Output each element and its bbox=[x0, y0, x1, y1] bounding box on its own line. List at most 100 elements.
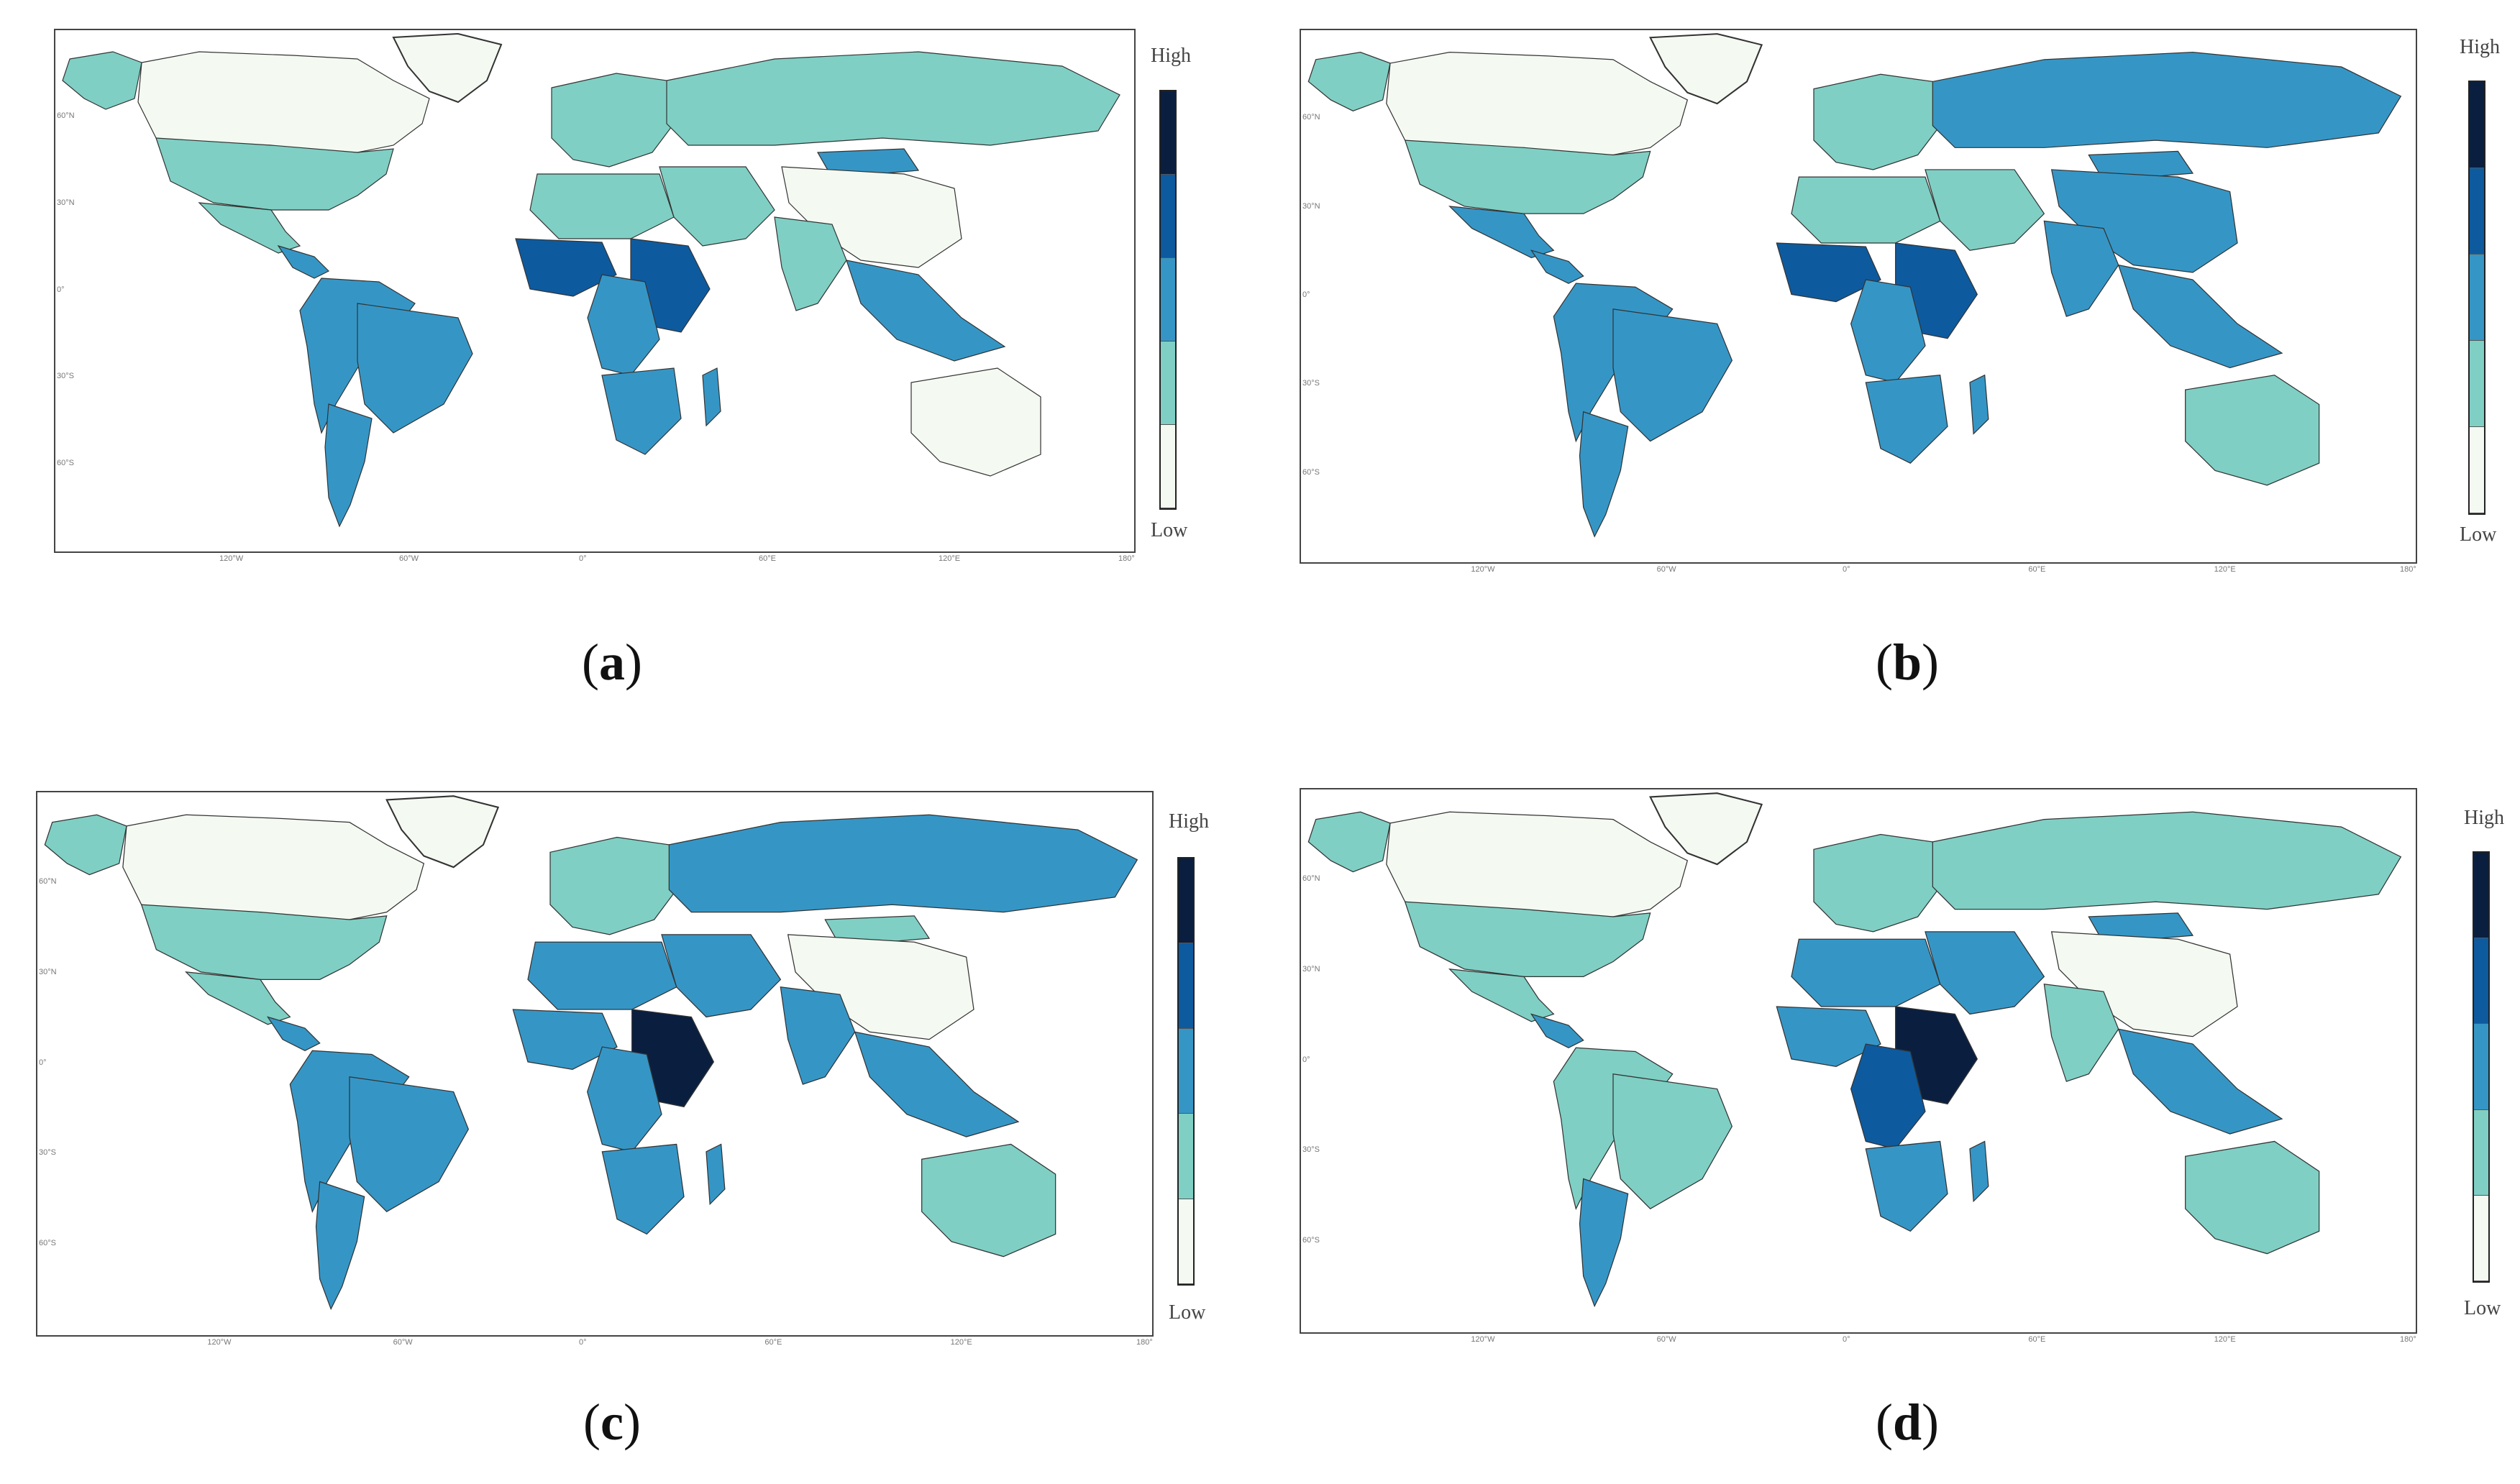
world-map-d bbox=[1307, 792, 2402, 1308]
x-tick-label-d-2: 0° bbox=[1843, 1335, 1850, 1344]
region-alaska bbox=[1307, 811, 1391, 873]
region-north-africa bbox=[1791, 938, 1941, 1007]
region-middle-east bbox=[1925, 169, 2045, 251]
x-tick-label-b-2: 0° bbox=[1843, 565, 1850, 574]
y-tick-label-a-3: 30°S bbox=[57, 372, 74, 381]
x-tick-label-b-1: 60°W bbox=[1656, 565, 1676, 574]
region-europe bbox=[549, 836, 677, 935]
legend-swatch-3 bbox=[1179, 943, 1193, 1029]
y-tick-label-c-3: 30°S bbox=[39, 1148, 56, 1158]
x-tick-label-b-0: 120°W bbox=[1471, 565, 1495, 574]
legend-low-label-b: Low bbox=[2460, 523, 2497, 546]
panel-c: High Low (c) bbox=[0, 742, 1260, 1484]
x-tick-label-a-0: 120°W bbox=[219, 554, 244, 563]
region-canada bbox=[1386, 52, 1689, 156]
world-map-c bbox=[44, 795, 1138, 1311]
y-tick-label-b-4: 60°S bbox=[1302, 467, 1320, 477]
region-argentina bbox=[324, 403, 373, 528]
region-usa bbox=[1404, 901, 1651, 977]
region-china bbox=[2050, 169, 2238, 273]
x-tick-label-b-4: 120°E bbox=[2214, 565, 2236, 574]
region-australia bbox=[910, 367, 1041, 477]
region-central-america bbox=[1530, 249, 1584, 284]
legend-bar-b bbox=[2468, 81, 2485, 515]
y-tick-label-b-3: 30°S bbox=[1302, 379, 1320, 388]
region-china bbox=[2050, 931, 2238, 1038]
legend-swatch-1 bbox=[1179, 1114, 1193, 1199]
x-tick-label-d-4: 120°E bbox=[2214, 1335, 2236, 1344]
caption-d: (d) bbox=[1875, 1393, 1939, 1451]
region-argentina bbox=[1579, 1178, 1629, 1308]
region-russia bbox=[1932, 811, 2402, 910]
legend-swatch-0 bbox=[2474, 1195, 2488, 1281]
legend-swatch-4 bbox=[1179, 858, 1193, 944]
y-tick-label-d-0: 60°N bbox=[1302, 874, 1320, 883]
caption-letter-b: b bbox=[1892, 633, 1922, 691]
x-tick-label-d-3: 60°E bbox=[2028, 1335, 2046, 1344]
region-middle-east bbox=[659, 166, 775, 247]
region-brazil bbox=[349, 1076, 470, 1212]
y-tick-label-d-2: 0° bbox=[1302, 1055, 1310, 1064]
region-europe bbox=[1813, 833, 1941, 933]
y-tick-label-c-1: 30°N bbox=[39, 967, 57, 976]
region-north-africa bbox=[527, 941, 677, 1010]
legend-swatch-1 bbox=[2474, 1109, 2488, 1196]
region-alaska bbox=[1307, 51, 1391, 111]
legend-high-label-b: High bbox=[2460, 36, 2500, 58]
y-tick-label-a-1: 30°N bbox=[57, 198, 75, 207]
map-frame-d bbox=[1300, 788, 2417, 1334]
region-north-africa bbox=[529, 173, 675, 239]
legend-swatch-3 bbox=[1161, 175, 1175, 258]
x-tick-label-d-0: 120°W bbox=[1471, 1335, 1495, 1344]
region-india bbox=[2043, 984, 2119, 1082]
region-argentina bbox=[1579, 411, 1629, 538]
y-tick-label-a-0: 60°N bbox=[57, 111, 75, 120]
caption-letter-d: d bbox=[1892, 1393, 1922, 1451]
caption-c: (c) bbox=[583, 1393, 641, 1451]
region-madagascar bbox=[702, 367, 721, 427]
legend-swatch-0 bbox=[1161, 425, 1175, 508]
map-frame-a bbox=[54, 29, 1136, 553]
legend-swatch-2 bbox=[1161, 258, 1175, 342]
panel-a: High Low (a) bbox=[0, 0, 1260, 742]
x-tick-label-a-1: 60°W bbox=[399, 554, 419, 563]
legend-low-label-d: Low bbox=[2464, 1297, 2501, 1319]
region-usa bbox=[140, 904, 388, 980]
panel-b: High Low (b) bbox=[1260, 0, 2520, 742]
region-canada bbox=[122, 814, 425, 920]
region-middle-east bbox=[661, 934, 782, 1018]
y-tick-label-b-2: 0° bbox=[1302, 290, 1310, 299]
y-tick-label-c-4: 60°S bbox=[39, 1239, 56, 1248]
map-frame-c bbox=[36, 791, 1154, 1337]
x-tick-label-c-4: 120°E bbox=[950, 1338, 972, 1347]
legend-swatch-2 bbox=[2474, 1024, 2488, 1110]
region-russia bbox=[1932, 52, 2402, 148]
region-china bbox=[781, 166, 962, 268]
legend-swatch-2 bbox=[1179, 1028, 1193, 1114]
y-tick-label-c-0: 60°N bbox=[39, 876, 57, 886]
region-central-america bbox=[277, 244, 330, 279]
map-frame-b bbox=[1300, 29, 2417, 564]
x-tick-label-a-5: 180° bbox=[1118, 554, 1135, 563]
y-tick-label-d-3: 30°S bbox=[1302, 1145, 1320, 1155]
region-west-africa bbox=[512, 1009, 618, 1070]
region-australia bbox=[921, 1143, 1056, 1258]
region-europe bbox=[551, 73, 675, 168]
legend-bar-d bbox=[2473, 851, 2490, 1283]
x-tick-label-a-3: 60°E bbox=[759, 554, 776, 563]
caption-b: (b) bbox=[1875, 633, 1939, 691]
legend-low-label-a: Low bbox=[1151, 519, 1188, 541]
y-tick-label-d-1: 30°N bbox=[1302, 964, 1320, 974]
world-map-a bbox=[62, 32, 1120, 528]
y-tick-label-c-2: 0° bbox=[39, 1058, 47, 1067]
legend-swatch-0 bbox=[2470, 427, 2484, 513]
region-central-america bbox=[1530, 1013, 1584, 1048]
region-alaska bbox=[62, 51, 142, 110]
region-usa bbox=[155, 137, 394, 211]
region-southern-africa bbox=[601, 367, 682, 455]
region-greenland-outline bbox=[385, 795, 500, 869]
x-tick-label-a-2: 0° bbox=[579, 554, 587, 563]
region-madagascar bbox=[706, 1143, 726, 1206]
region-usa bbox=[1404, 139, 1651, 214]
region-middle-east bbox=[1925, 931, 2045, 1015]
